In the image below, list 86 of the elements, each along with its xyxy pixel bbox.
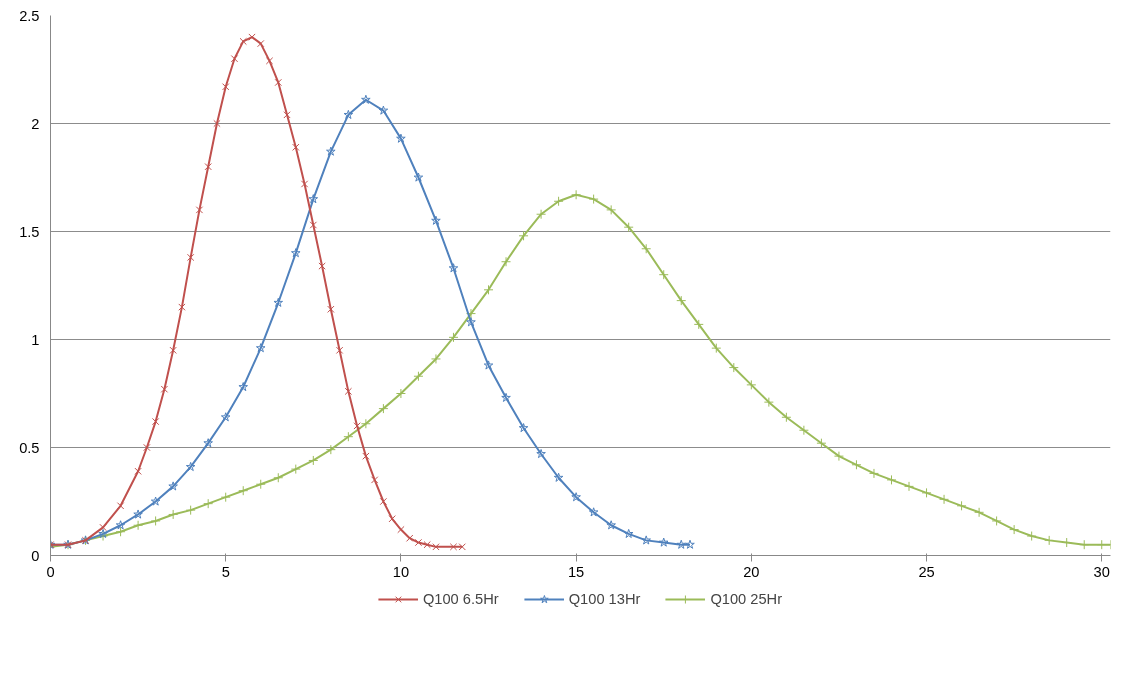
point: [195, 206, 204, 214]
point: [396, 133, 406, 143]
y-tick-label: 2.5: [19, 7, 40, 24]
point: [99, 523, 107, 532]
point: [248, 33, 256, 41]
point: [238, 382, 249, 392]
point: [431, 215, 441, 225]
point: [115, 520, 126, 530]
point: [676, 539, 687, 549]
point: [414, 538, 423, 547]
x-tick-label: 5: [221, 563, 230, 580]
point: [466, 317, 476, 327]
point: [685, 539, 695, 549]
point: [134, 467, 142, 475]
y-tick-label: 1: [31, 331, 40, 348]
point: [623, 528, 634, 539]
point: [255, 343, 266, 353]
point: [116, 502, 125, 510]
point: [185, 461, 196, 472]
point: [143, 443, 151, 452]
point: [379, 497, 388, 506]
point: [204, 163, 212, 171]
point: [265, 57, 274, 65]
point: [344, 387, 353, 396]
point: [606, 520, 616, 530]
point: [178, 303, 186, 311]
point: [553, 472, 564, 482]
point: [378, 105, 389, 115]
x-tick-label: 10: [392, 563, 410, 580]
point: [300, 180, 309, 188]
point: [518, 423, 529, 433]
point: [388, 515, 396, 523]
point: [257, 39, 265, 48]
point: [309, 221, 317, 229]
point: [353, 422, 361, 430]
point: [571, 492, 581, 502]
point: [274, 78, 282, 87]
point: [361, 94, 371, 104]
x-tick-label: 20: [743, 563, 760, 580]
point: [203, 438, 213, 448]
point: [291, 248, 301, 258]
x-tick-label: 15: [567, 563, 585, 580]
point: [186, 253, 195, 262]
point: [169, 346, 177, 354]
point: [133, 509, 143, 519]
point: [343, 109, 354, 119]
point: [448, 263, 459, 273]
x-tick-label: 30: [1093, 563, 1110, 580]
point: [160, 385, 169, 393]
point: [150, 496, 161, 506]
y-tick-label: 2: [31, 115, 40, 132]
point: [239, 37, 247, 46]
point: [405, 534, 414, 542]
x-tick-label: 25: [918, 563, 935, 580]
legend-label: Q100 6.5Hr: [422, 591, 499, 607]
point: [230, 55, 239, 63]
point: [658, 537, 669, 547]
point: [168, 481, 178, 491]
point: [318, 262, 326, 270]
point: [326, 146, 336, 156]
point: [273, 297, 284, 307]
x-tick-label: 0: [46, 563, 55, 580]
point: [483, 360, 494, 370]
point: [432, 543, 440, 551]
y-tick-label: 1.5: [19, 223, 40, 240]
point: [536, 448, 546, 459]
point: [308, 194, 319, 204]
point: [335, 346, 344, 354]
point: [501, 392, 511, 402]
point: [588, 507, 599, 517]
point: [222, 83, 230, 91]
point: [370, 476, 379, 484]
point: [151, 417, 160, 426]
point: [423, 541, 431, 549]
point: [641, 535, 651, 545]
legend-label: Q100 25Hr: [710, 591, 783, 607]
point: [292, 143, 300, 151]
point: [220, 412, 231, 422]
y-tick-label: 0.5: [19, 439, 40, 456]
y-tick-label: 0: [31, 547, 40, 564]
point: [413, 172, 424, 182]
point: [362, 452, 370, 460]
point: [283, 111, 291, 119]
legend-label: Q100 13Hr: [568, 591, 641, 607]
point: [213, 119, 221, 128]
point: [327, 305, 335, 313]
